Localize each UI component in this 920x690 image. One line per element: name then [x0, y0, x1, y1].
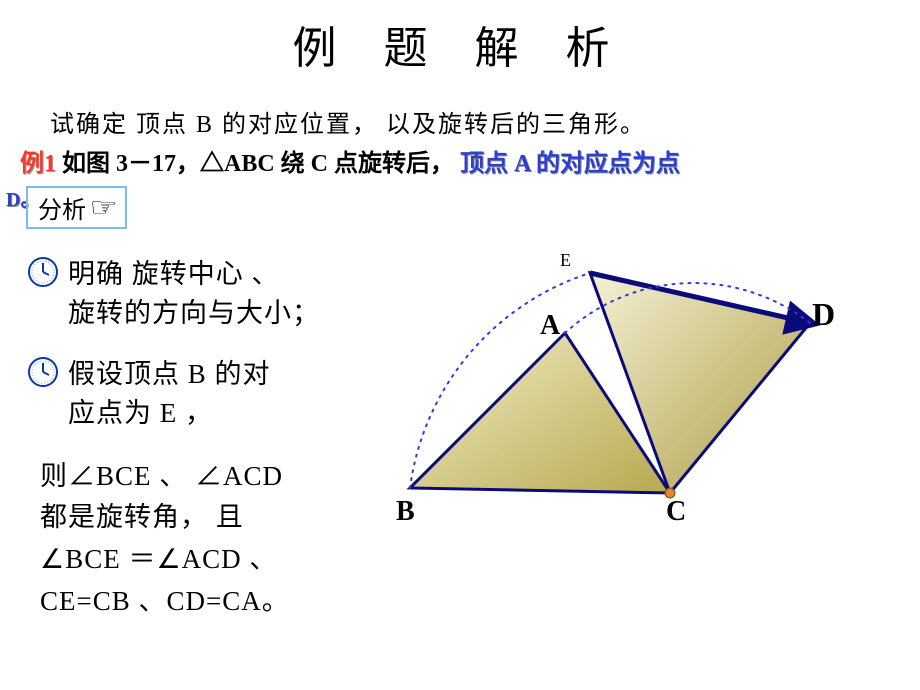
page-title: 例 题 解 析: [0, 0, 920, 76]
label-A: A: [540, 310, 560, 342]
label-E: E: [560, 250, 571, 271]
example-line: 例1 如图 3－17，△ABC 绕 C 点旋转后， 顶点 A 的对应点为点: [20, 143, 920, 178]
geometry-diagram: A B C D E: [380, 248, 900, 568]
example-label: 例1: [20, 151, 56, 177]
analysis-box: 分析 ☞: [26, 186, 127, 229]
clock-icon: [26, 255, 60, 289]
label-D: D: [812, 296, 835, 333]
label-B: B: [396, 496, 415, 528]
clock-icon: [26, 355, 60, 389]
bullet2-line2: 应点为 E ，: [68, 394, 271, 433]
pointing-hand-icon: ☞: [90, 193, 118, 223]
bullet-2: 假设顶点 B 的对 应点为 E ，: [26, 355, 406, 433]
intro-text: 试确定 顶点 B 的对应位置， 以及旋转后的三角形。: [50, 104, 920, 139]
sub-line-1: 则∠BCE 、 ∠ACD: [40, 456, 406, 498]
sub-line-2: 都是旋转角， 且: [40, 497, 406, 539]
bullet-list: 明确 旋转中心 、 旋转的方向与大小； 假设顶点 B 的对 应点为 E ， 则∠…: [26, 255, 406, 623]
sub-line-3: ∠BCE ＝∠ACD 、: [40, 539, 406, 581]
fenxi-label: 分析: [38, 190, 86, 225]
example-text2: 顶点 A 的对应点为点: [460, 151, 680, 177]
bullet1-line1: 明确 旋转中心 、: [68, 255, 320, 294]
example-text1: 如图 3－17，△ABC 绕 C 点旋转后，: [62, 151, 454, 177]
sub-line-4: CE=CB 、CD=CA。: [40, 581, 406, 623]
label-C: C: [666, 496, 686, 528]
bullet-1: 明确 旋转中心 、 旋转的方向与大小；: [26, 255, 406, 333]
bullet2-line1: 假设顶点 B 的对: [68, 355, 271, 394]
bullet1-line2: 旋转的方向与大小；: [68, 294, 320, 333]
